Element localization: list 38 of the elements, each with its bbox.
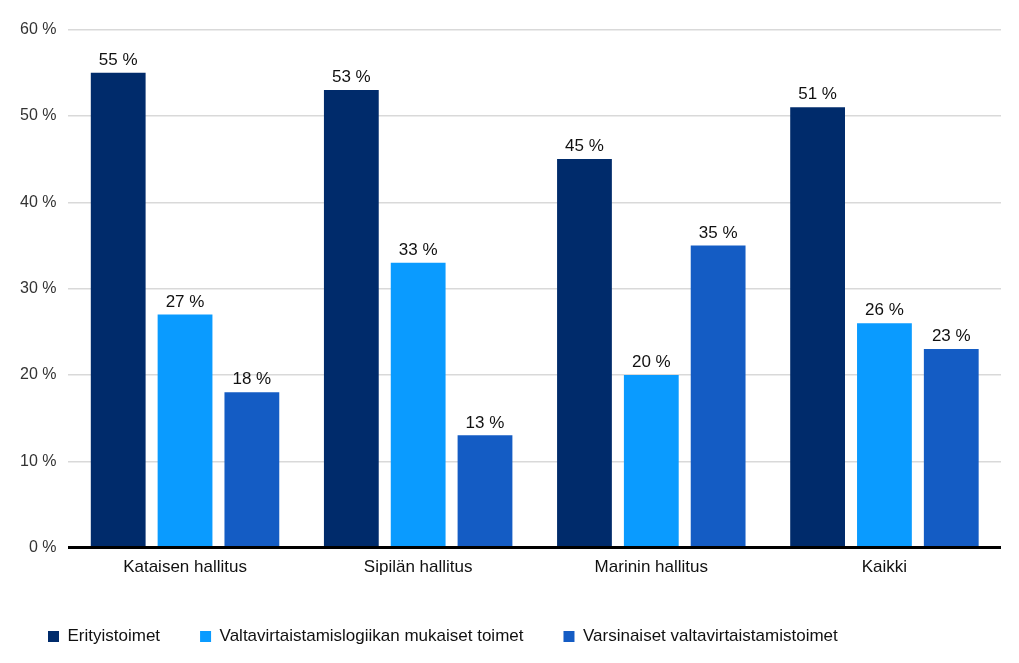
y-tick-label: 50 % [20,106,57,124]
y-tick-label: 0 % [28,538,57,556]
bar [323,90,379,547]
bar [157,314,213,547]
y-tick-label: 20 % [20,365,57,383]
data-label: 18 % [232,369,272,389]
bar [857,323,912,547]
data-label: 35 % [698,222,738,242]
bar [790,107,845,547]
legend-label: Erityistoimet [67,626,161,646]
data-label: 23 % [931,326,971,346]
data-label: 13 % [465,412,505,432]
legend-label: Varsinaiset valtavirtaistamistoimet [582,626,839,646]
x-tick-label: Sipilän hallitus [363,557,473,577]
bar [690,245,746,547]
y-tick-label: 10 % [20,451,57,469]
data-label: 51 % [798,84,837,104]
bar [90,72,146,547]
data-label: 33 % [398,239,438,259]
data-label: 45 % [565,136,604,156]
legend-label: Valtavirtaistamislogiikan mukaiset toimet [219,626,524,646]
bar [457,435,513,547]
y-tick-label: 30 % [20,279,57,297]
y-tick-label: 60 % [20,20,57,38]
data-label: 20 % [631,352,671,372]
data-label: 27 % [165,291,205,311]
bar [224,392,280,547]
bar [390,262,446,547]
x-tick-label: Kataisen hallitus [123,557,247,577]
bar [923,349,979,547]
x-tick-label: Marinin hallitus [594,557,708,577]
x-tick-label: Kaikki [861,557,908,577]
data-label: 55 % [98,49,138,69]
data-label: 53 % [331,67,371,87]
bar [623,374,679,547]
y-tick-label: 40 % [20,192,57,210]
data-label: 26 % [865,300,904,320]
bar [557,159,612,547]
